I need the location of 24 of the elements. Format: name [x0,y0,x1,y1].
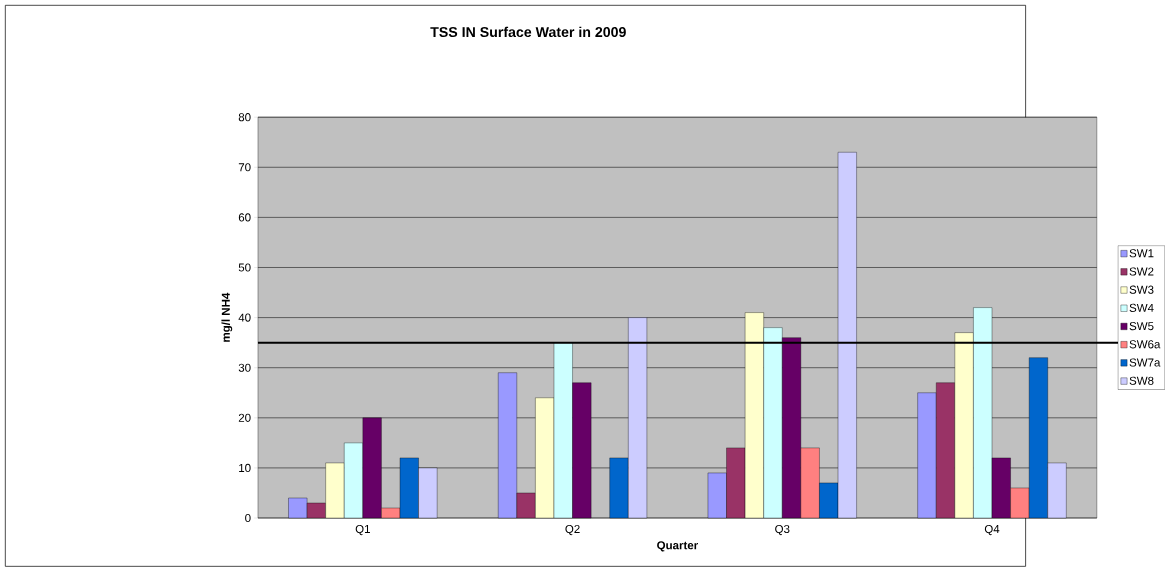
x-tick-label: Q1 [355,525,370,536]
legend-label: SW2 [1129,267,1154,276]
y-tick-label: 40 [238,313,251,322]
x-tick-label: Q2 [565,525,580,536]
y-tick-label: 30 [238,363,251,372]
y-tick-label: 50 [238,263,251,272]
legend-label: SW6a [1129,340,1161,349]
y-tick-label: 60 [238,213,251,222]
y-tick-label: 20 [238,413,251,423]
y-tick-label: 80 [238,113,251,122]
chart-title: TSS IN Surface Water in 2009 [430,26,626,38]
legend-label: SW7a [1129,358,1161,367]
y-axis-title: mg/l NH4 [221,292,233,342]
legend-label: SW5 [1129,322,1154,331]
x-tick-label: Q3 [775,525,790,536]
legend-label: SW1 [1129,249,1154,258]
y-tick-label: 0 [245,514,251,523]
x-tick-label: Q4 [984,525,1000,536]
legend-label: SW4 [1129,303,1154,313]
legend-label: SW3 [1129,285,1154,294]
y-tick-label: 70 [238,163,251,172]
legend-label: SW8 [1129,376,1154,385]
x-axis-title: Quarter [657,541,699,552]
y-tick-label: 10 [239,464,251,473]
